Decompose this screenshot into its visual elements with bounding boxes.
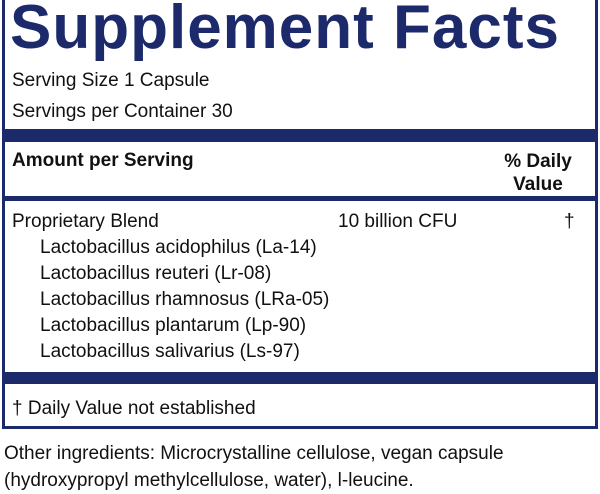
ingredient: Lactobacillus acidophilus (La-14) (40, 237, 317, 258)
row-amount: 10 billion CFU (338, 211, 458, 232)
serving-size: Serving Size 1 Capsule (12, 70, 210, 91)
servings-per-container: Servings per Container 30 (12, 101, 233, 122)
row-dv: † (564, 211, 575, 232)
ingredient: Lactobacillus reuteri (Lr-08) (40, 263, 272, 284)
column-header: Amount per Serving (12, 150, 194, 171)
footnote: † Daily Value not established (12, 398, 256, 419)
other-ingredients: Other ingredients: Microcrystalline cell… (4, 443, 504, 491)
ingredient: Lactobacillus salivarius (Ls-97) (40, 341, 300, 362)
divider (5, 129, 595, 142)
ingredient: Lactobacillus rhamnosus (LRa-05) (40, 289, 330, 310)
column-header: % Daily Value (504, 151, 572, 195)
row-name: Proprietary Blend (12, 211, 159, 232)
divider (5, 196, 595, 201)
divider (5, 372, 595, 384)
title: Supplement Facts (10, 0, 560, 62)
facts-box (2, 0, 598, 429)
ingredient: Lactobacillus plantarum (Lp-90) (40, 315, 307, 336)
